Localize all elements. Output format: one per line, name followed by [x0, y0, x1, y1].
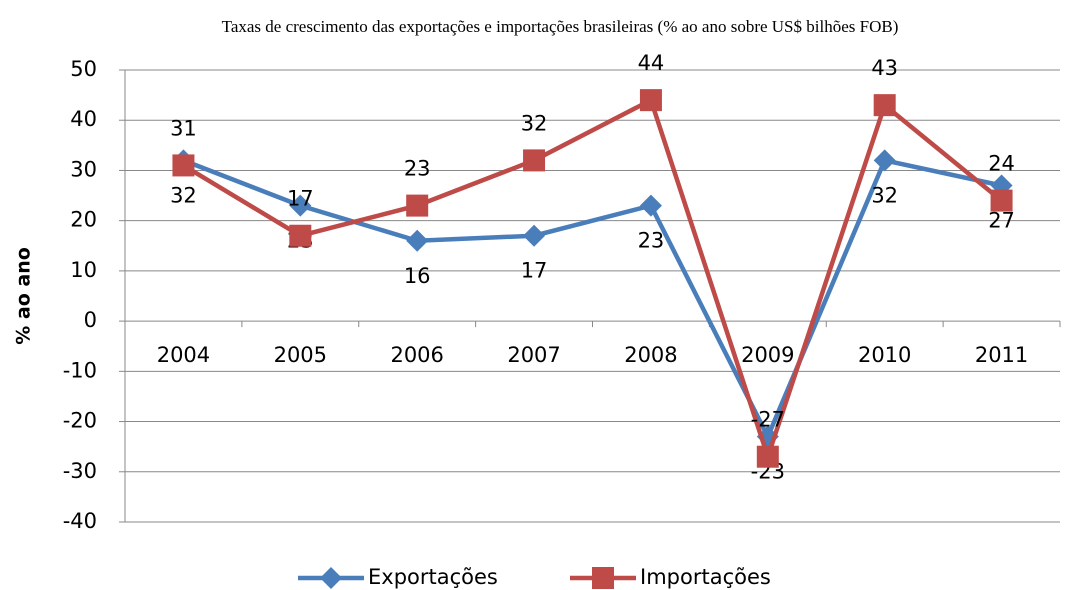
data-label: 32 — [871, 183, 898, 207]
data-label: 17 — [287, 187, 314, 211]
x-tick-label: 2009 — [741, 343, 794, 367]
y-axis-label: % ao ano — [13, 247, 35, 345]
data-label: 17 — [521, 259, 548, 283]
chart-title: Taxas de crescimento das exportações e i… — [222, 17, 899, 36]
data-label: 23 — [404, 157, 431, 181]
data-label: 23 — [638, 229, 665, 253]
marker — [592, 567, 614, 589]
marker — [756, 445, 779, 468]
marker — [873, 149, 896, 172]
data-label: 31 — [170, 116, 197, 140]
marker — [523, 224, 546, 247]
x-tick-label: 2007 — [507, 343, 560, 367]
y-tick-label: -30 — [63, 459, 97, 483]
marker — [639, 89, 662, 112]
y-tick-label: -20 — [63, 409, 97, 433]
data-label: -27 — [751, 408, 785, 432]
legend-label: Exportações — [368, 565, 498, 589]
data-label: 44 — [638, 51, 665, 75]
y-tick-label: -10 — [63, 358, 97, 382]
y-tick-label: 40 — [70, 107, 97, 131]
marker — [320, 567, 342, 589]
y-tick-label: 50 — [70, 57, 97, 81]
marker — [873, 94, 896, 117]
data-label: 24 — [988, 152, 1015, 176]
y-tick-label: 0 — [84, 308, 97, 332]
data-label: 16 — [404, 264, 431, 288]
x-tick-label: 2011 — [975, 343, 1028, 367]
x-tick-label: 2005 — [274, 343, 327, 367]
marker — [990, 189, 1013, 212]
x-tick-label: 2008 — [624, 343, 677, 367]
y-tick-label: 20 — [70, 208, 97, 232]
y-tick-label: -40 — [63, 509, 97, 533]
y-tick-label: 30 — [70, 157, 97, 181]
marker — [523, 149, 546, 172]
data-label: 32 — [521, 111, 548, 135]
y-tick-label: 10 — [70, 258, 97, 282]
line — [182, 157, 1003, 442]
marker — [172, 154, 195, 177]
data-label: 27 — [988, 209, 1015, 233]
marker — [289, 224, 312, 247]
marker — [289, 194, 312, 217]
x-tick-label: 2006 — [390, 343, 443, 367]
legend-label: Importações — [640, 565, 771, 589]
marker — [406, 229, 429, 252]
data-label: 32 — [170, 183, 197, 207]
x-tick-label: 2004 — [157, 343, 210, 367]
line — [182, 96, 1003, 464]
marker — [406, 194, 429, 217]
x-tick-label: 2010 — [858, 343, 911, 367]
marker — [639, 194, 662, 217]
data-label: 43 — [871, 56, 898, 80]
